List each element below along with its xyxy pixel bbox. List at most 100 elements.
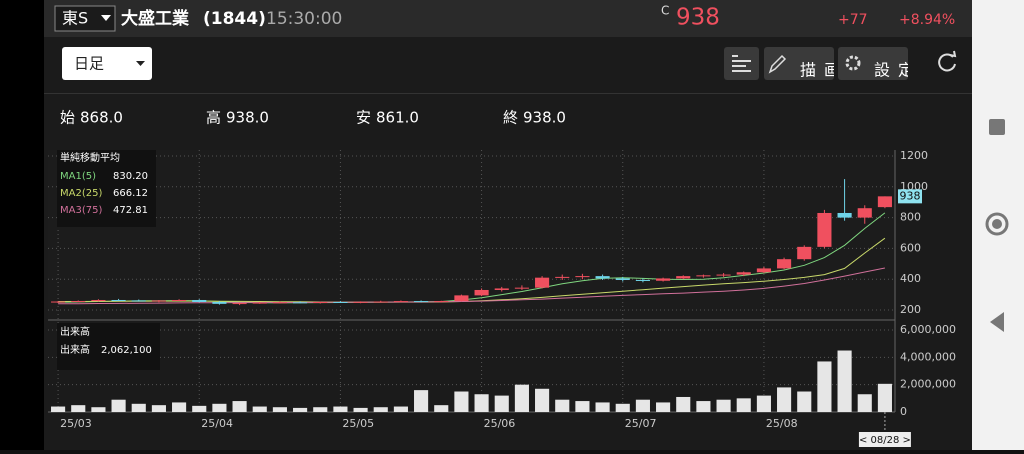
volume-bar (817, 361, 832, 412)
candle-body (494, 288, 509, 290)
candle-body (756, 268, 771, 273)
candle-body (535, 277, 550, 288)
volume-bar (212, 403, 227, 412)
ohlc-value: 861.0 (376, 109, 419, 127)
candle-body (131, 300, 146, 302)
settings-bg (838, 47, 908, 80)
volume-bar (595, 402, 610, 412)
y-tick-label: 400 (900, 272, 921, 285)
volume-bar (373, 407, 388, 412)
candle-body (91, 299, 106, 302)
volume-bar (756, 395, 771, 412)
y-tick-label: 800 (900, 211, 921, 224)
volume-bar (797, 391, 812, 412)
volume-bar (293, 407, 308, 412)
volume-legend (57, 323, 160, 370)
volume-bar (232, 401, 247, 412)
x-tick-label: 25/07 (625, 417, 657, 430)
volume-tick-label: 0 (900, 405, 907, 418)
home-button[interactable] (985, 212, 1009, 236)
price-tag-label: 938 (900, 189, 921, 202)
cursor-box (858, 432, 911, 447)
change: +77 (838, 12, 868, 28)
legend-name: MA2(25) (60, 188, 102, 199)
candle-body (192, 299, 207, 302)
volume-bar (172, 402, 187, 412)
candle-body (514, 287, 529, 289)
candle-body (333, 301, 348, 303)
candle-body (857, 208, 872, 218)
ohlc-value: 938.0 (226, 109, 269, 127)
price: 938 (676, 5, 720, 31)
volume-bar (837, 350, 852, 412)
ma-title: 単純移動平均 (60, 151, 120, 164)
candle-body (575, 276, 590, 278)
volume-bar (313, 407, 328, 412)
draw-label: 描画 (800, 61, 848, 80)
stock-code: (1844) (203, 9, 266, 29)
pencil-icon (768, 54, 787, 74)
draw-button[interactable]: 描画 (764, 47, 848, 80)
x-tick-label: 25/08 (766, 417, 798, 430)
volume-title: 出来高 (60, 325, 90, 338)
candle-body (272, 302, 287, 304)
volume-bar (857, 394, 872, 412)
candle-body (151, 300, 166, 302)
indicator-button[interactable] (724, 47, 759, 80)
candle-body (595, 276, 610, 279)
candle-body (393, 301, 408, 303)
volume-bar (676, 396, 691, 412)
volume-bar (151, 405, 166, 412)
volume-bar (192, 405, 207, 412)
volume-bar (615, 403, 630, 412)
candle-body (777, 259, 792, 269)
candle-body (232, 303, 247, 305)
candle-body (474, 289, 489, 296)
volume-label: 出来高 (60, 343, 90, 356)
volume-bar (877, 383, 892, 412)
candle-body (293, 302, 308, 304)
volume-bar (414, 390, 429, 412)
stock-name: 大盛工業 (121, 8, 189, 29)
volume-bar (777, 387, 792, 412)
refresh-icon[interactable] (938, 53, 956, 72)
candle-body (454, 295, 469, 302)
volume-bar (635, 399, 650, 412)
legend-name: MA1(5) (60, 171, 96, 182)
volume-bar (252, 406, 267, 412)
back-button[interactable] (990, 312, 1004, 332)
x-tick-label: 25/06 (484, 417, 516, 430)
volume-bar (696, 401, 711, 412)
legend-value: 830.20 (113, 171, 148, 182)
price-tag (898, 189, 922, 204)
ohlc-value: 868.0 (80, 109, 123, 127)
settings-button[interactable]: 設定 (838, 47, 922, 80)
candle-body (615, 278, 630, 280)
ma-legend (57, 150, 156, 227)
candle-body (313, 301, 328, 303)
candle-body (656, 278, 671, 281)
ohlc-label: 安 (356, 109, 371, 127)
candle-body (414, 301, 429, 303)
recent-button[interactable] (989, 119, 1005, 135)
list-icon (732, 55, 751, 72)
dropdown-icon (136, 61, 145, 66)
volume-bar (474, 394, 489, 412)
period-select[interactable] (62, 47, 152, 80)
candle-body (797, 246, 812, 260)
ohlc-label: 始 (60, 109, 75, 127)
y-tick-label: 1200 (900, 149, 928, 162)
candle-body (877, 196, 892, 208)
volume-bar (71, 405, 86, 412)
candle-body (353, 301, 368, 303)
legend-value: 472.81 (113, 205, 148, 216)
candle-body (373, 301, 388, 303)
x-tick-label: 25/05 (342, 417, 374, 430)
change-pct: +8.94% (899, 12, 955, 28)
volume-bar (736, 398, 751, 412)
header-bar (44, 0, 972, 37)
x-tick-label: 25/03 (60, 417, 92, 430)
volume-bar (333, 406, 348, 412)
candle-body (51, 301, 66, 303)
